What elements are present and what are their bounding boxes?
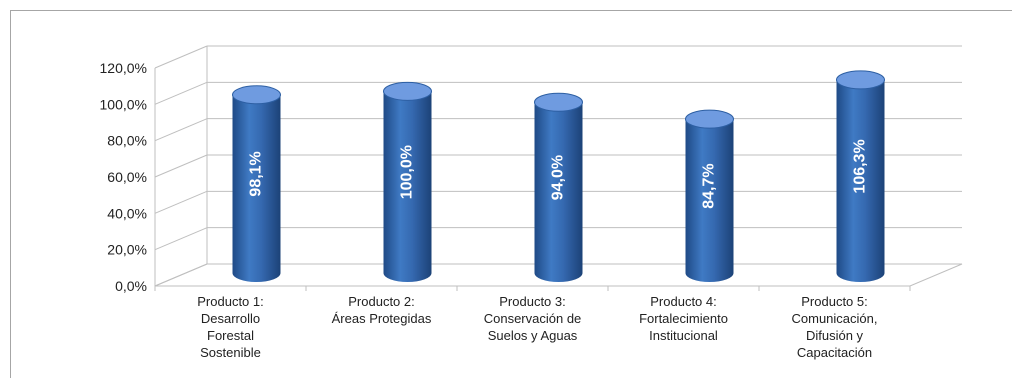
data-label: 84,7% bbox=[701, 163, 718, 208]
x-tick-label: Producto 3: Conservación de Suelos y Aguas bbox=[484, 294, 582, 343]
bar-body bbox=[534, 102, 583, 282]
data-label: 94,0% bbox=[550, 155, 567, 200]
x-tick-label-line: Capacitación bbox=[797, 345, 872, 360]
bar-top bbox=[534, 92, 583, 112]
x-tick-label-line: Producto 5: bbox=[801, 294, 868, 309]
y-axis: 0,0% 20,0% 40,0% 60,0% 80,0% 100,0% 120,0% bbox=[100, 60, 147, 294]
gridline-side bbox=[154, 227, 208, 251]
x-tick-label-line: Comunicación, bbox=[792, 311, 878, 326]
y-tick-label: 0,0% bbox=[115, 278, 147, 294]
x-tick-label-line: Áreas Protegidas bbox=[332, 311, 432, 326]
x-tick-label-line: Difusión y bbox=[806, 328, 864, 343]
gridline-side bbox=[154, 118, 208, 142]
x-tick-label-line: Producto 2: bbox=[348, 294, 415, 309]
bars: 98,1% 100,0% 94,0% 84,7% 106,3% bbox=[232, 70, 885, 283]
y-tick-label: 60,0% bbox=[107, 169, 147, 185]
gridline-side bbox=[154, 190, 208, 214]
y-tick-label: 100,0% bbox=[100, 96, 147, 112]
y-tick-label: 80,0% bbox=[107, 133, 147, 149]
x-tick-label: Producto 2: Áreas Protegidas bbox=[332, 294, 432, 326]
chart-frame bbox=[10, 10, 1012, 378]
gridlines bbox=[154, 45, 963, 287]
gridline-side bbox=[154, 154, 208, 178]
bar-top bbox=[232, 85, 281, 105]
gridline-side bbox=[154, 45, 208, 69]
bar-body bbox=[383, 91, 432, 282]
gridline-side bbox=[154, 263, 208, 287]
bar: 84,7% bbox=[685, 109, 734, 283]
x-tick-label-line: Institucional bbox=[649, 328, 718, 343]
x-tick-label: Producto 4: Fortalecimiento Institucional bbox=[639, 294, 728, 343]
bar-top bbox=[836, 70, 885, 90]
x-tick-label-line: Fortalecimiento bbox=[639, 311, 728, 326]
bar-body bbox=[232, 94, 281, 282]
y-tick-label: 120,0% bbox=[100, 60, 147, 76]
bar-body bbox=[836, 79, 885, 282]
data-label: 98,1% bbox=[248, 151, 265, 196]
bar: 100,0% bbox=[383, 81, 432, 282]
x-tick-label: Producto 5: Comunicación, Difusión y Capaci… bbox=[792, 294, 878, 360]
x-tick-label-line: Sostenible bbox=[200, 345, 261, 360]
bar: 98,1% bbox=[232, 85, 281, 282]
x-tick-label-line: Conservación de bbox=[484, 311, 582, 326]
data-label: 100,0% bbox=[399, 145, 416, 199]
x-tick-label-line: Producto 1: bbox=[197, 294, 264, 309]
x-tick-label: Producto 1: Desarrollo Forestal Sostenible bbox=[197, 294, 264, 360]
bar-top bbox=[685, 109, 734, 129]
bar-top bbox=[383, 81, 432, 101]
x-tick-label-line: Forestal bbox=[207, 328, 254, 343]
data-label: 106,3% bbox=[852, 139, 869, 193]
x-tick-label-line: Desarrollo bbox=[201, 311, 260, 326]
x-tick-label-line: Producto 4: bbox=[650, 294, 717, 309]
bar: 106,3% bbox=[836, 70, 885, 282]
x-axis: Producto 1: Desarrollo Forestal SostenibleP… bbox=[154, 286, 911, 360]
bar-body bbox=[685, 119, 734, 283]
gridline-side bbox=[154, 81, 208, 105]
y-tick-label: 20,0% bbox=[107, 242, 147, 258]
x-tick-label-line: Suelos y Aguas bbox=[488, 328, 578, 343]
y-tick-label: 40,0% bbox=[107, 205, 147, 221]
x-tick-label-line: Producto 3: bbox=[499, 294, 566, 309]
bar: 94,0% bbox=[534, 92, 583, 282]
